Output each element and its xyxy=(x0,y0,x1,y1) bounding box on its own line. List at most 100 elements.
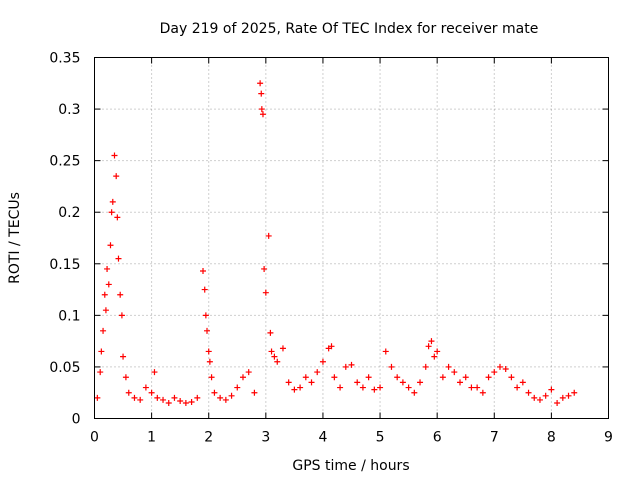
data-point xyxy=(439,374,446,381)
data-point xyxy=(268,348,275,355)
data-point xyxy=(131,394,138,401)
data-point xyxy=(160,396,167,403)
data-point xyxy=(571,389,578,396)
data-point xyxy=(428,338,435,345)
data-point xyxy=(377,384,384,391)
y-tick-label: 0.1 xyxy=(58,308,80,324)
data-point xyxy=(165,400,172,407)
data-point xyxy=(205,348,212,355)
data-point xyxy=(297,384,304,391)
data-point xyxy=(105,281,112,288)
data-point xyxy=(445,363,452,370)
data-point xyxy=(354,379,361,386)
data-point xyxy=(204,327,211,334)
data-point xyxy=(328,343,335,350)
data-point xyxy=(234,384,241,391)
data-point xyxy=(417,379,424,386)
data-point xyxy=(222,396,229,403)
data-point xyxy=(262,289,269,296)
data-point xyxy=(177,397,184,404)
data-point xyxy=(142,384,149,391)
data-point xyxy=(200,268,207,275)
data-point xyxy=(542,392,549,399)
data-point xyxy=(245,369,252,376)
data-point xyxy=(239,374,246,381)
data-point xyxy=(422,363,429,370)
chart-title: Day 219 of 2025, Rate Of TEC Index for r… xyxy=(160,21,539,37)
data-point xyxy=(104,265,111,272)
data-point xyxy=(118,312,125,319)
data-point xyxy=(137,396,144,403)
data-point xyxy=(111,152,118,159)
x-tick-label: 6 xyxy=(433,430,442,446)
x-tick-label: 9 xyxy=(604,430,613,446)
y-tick-label: 0.05 xyxy=(49,360,80,376)
data-point xyxy=(525,389,532,396)
data-point xyxy=(154,394,161,401)
data-point xyxy=(258,90,265,97)
data-point xyxy=(115,255,122,262)
grid-lines xyxy=(94,57,609,419)
y-tick-label: 0.25 xyxy=(49,154,80,170)
x-tick-label: 2 xyxy=(204,430,213,446)
data-point xyxy=(102,307,109,314)
data-point xyxy=(285,379,292,386)
data-point xyxy=(257,80,264,87)
data-point xyxy=(100,327,107,334)
data-point xyxy=(194,394,201,401)
data-point xyxy=(101,291,108,298)
data-point xyxy=(491,369,498,376)
data-point xyxy=(411,389,418,396)
x-tick-label: 4 xyxy=(318,430,327,446)
x-tick-label: 0 xyxy=(90,430,99,446)
data-point xyxy=(271,353,278,360)
data-point xyxy=(182,400,189,407)
data-point xyxy=(258,106,265,113)
data-point xyxy=(148,389,155,396)
data-point xyxy=(308,379,315,386)
data-point xyxy=(267,329,274,336)
data-point xyxy=(94,394,101,401)
data-point xyxy=(554,400,561,407)
data-point xyxy=(319,358,326,365)
data-point xyxy=(251,389,258,396)
data-point xyxy=(107,242,114,249)
plot-frame xyxy=(94,57,609,419)
data-point xyxy=(519,379,526,386)
y-tick-label: 0 xyxy=(72,412,81,428)
data-point xyxy=(331,374,338,381)
data-point xyxy=(479,389,486,396)
data-point xyxy=(371,386,378,393)
data-point xyxy=(291,386,298,393)
data-point xyxy=(531,394,538,401)
x-tick-label: 1 xyxy=(147,430,156,446)
x-axis-title: GPS time / hours xyxy=(292,458,409,474)
data-point xyxy=(468,384,475,391)
data-point xyxy=(394,374,401,381)
data-point xyxy=(279,345,286,352)
data-point xyxy=(97,369,104,376)
data-point xyxy=(98,348,105,355)
data-point xyxy=(108,209,115,216)
data-point xyxy=(171,394,178,401)
data-point xyxy=(265,232,272,239)
data-point xyxy=(365,374,372,381)
data-point xyxy=(114,214,121,221)
y-axis-title: ROTI / TECUs xyxy=(7,192,23,284)
data-point xyxy=(314,369,321,376)
data-point xyxy=(217,394,224,401)
data-points xyxy=(94,80,578,407)
data-point xyxy=(559,394,566,401)
data-point xyxy=(496,363,503,370)
x-axis-ticks: 0 1 2 3 4 5 6 7 8 9 xyxy=(90,57,613,446)
data-point xyxy=(485,374,492,381)
data-point xyxy=(274,358,281,365)
data-point xyxy=(261,265,268,272)
y-tick-label: 0.15 xyxy=(49,257,80,273)
data-point xyxy=(337,384,344,391)
data-point xyxy=(201,286,208,293)
data-point xyxy=(122,374,129,381)
x-tick-label: 3 xyxy=(261,430,270,446)
y-tick-label: 0.35 xyxy=(49,51,80,67)
